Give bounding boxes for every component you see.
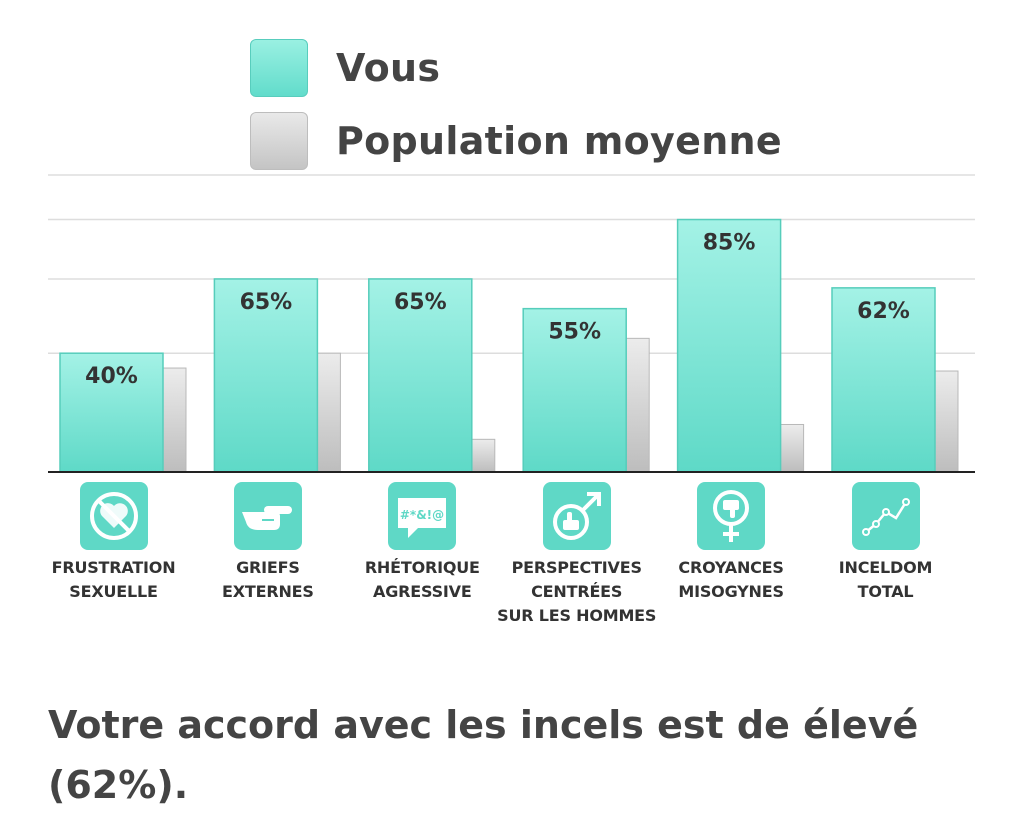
bar-value-label: 65%	[394, 290, 447, 315]
category-label: FRUSTRATION SEXUELLE	[34, 556, 194, 604]
bar-vous	[522, 307, 627, 473]
bar-vous	[831, 287, 936, 473]
category-label: INCELDOM TOTAL	[806, 556, 966, 604]
category-label-line: MISOGYNES	[678, 582, 784, 601]
pointing-hand-icon	[233, 482, 302, 550]
category-label-line: SUR LES HOMMES	[497, 606, 657, 625]
legend-item-vous: Vous	[250, 38, 782, 98]
category-label-line: PERSPECTIVES	[511, 558, 642, 577]
category-label-line: RHÉTORIQUE	[364, 558, 480, 577]
bar-population	[933, 370, 959, 473]
category-label-line: EXTERNES	[222, 582, 314, 601]
category-label-line: FRUSTRATION	[51, 558, 176, 577]
legend-swatch-vous	[250, 39, 308, 97]
chart-legend: Vous Population moyenne	[250, 38, 782, 184]
category-label: CROYANCES MISOGYNES	[651, 556, 811, 604]
bar-vous	[368, 278, 473, 473]
bar-value-label: 40%	[85, 364, 138, 389]
bar-value-label: 65%	[240, 290, 293, 315]
category-label-line: CENTRÉES	[531, 582, 623, 601]
bar-value-label: 85%	[703, 231, 756, 256]
bar-vous	[676, 218, 782, 473]
no-heart-icon	[79, 482, 148, 550]
bar-population	[315, 352, 341, 473]
swear-bubble-icon: #*&!@	[388, 482, 457, 550]
bar-population	[161, 367, 187, 473]
legend-label-population: Population moyenne	[336, 119, 782, 163]
legend-swatch-population	[250, 112, 308, 170]
category-label-line: AGRESSIVE	[373, 582, 472, 601]
female-thumbs-down-icon	[697, 482, 766, 550]
category-label: RHÉTORIQUE AGRESSIVE	[342, 556, 502, 604]
bar-population	[779, 423, 805, 473]
category-label-line: CROYANCES	[678, 558, 784, 577]
bar-value-label: 55%	[548, 320, 601, 345]
bar-value-label: 62%	[857, 299, 910, 324]
line-chart-icon	[851, 482, 920, 550]
bar-vous	[213, 278, 319, 473]
category-label: GRIEFS EXTERNES	[188, 556, 348, 604]
result-text: Votre accord avec les incels est de élev…	[48, 703, 919, 807]
bar-population	[624, 337, 650, 473]
category-label-line: GRIEFS	[236, 558, 300, 577]
category-label-line: TOTAL	[857, 582, 914, 601]
category-label-line: SEXUELLE	[69, 582, 158, 601]
category-label-line: INCELDOM	[838, 558, 933, 577]
legend-label-vous: Vous	[336, 46, 441, 90]
bar-population	[470, 438, 496, 473]
category-label: PERSPECTIVES CENTRÉES SUR LES HOMMES	[497, 556, 657, 628]
legend-item-population: Population moyenne	[250, 111, 782, 171]
bar-chart: 40% 65% 65% 55% 85% 62%	[48, 174, 975, 473]
svg-text:#*&!@: #*&!@	[400, 508, 444, 522]
male-thumbs-up-icon	[542, 482, 611, 550]
